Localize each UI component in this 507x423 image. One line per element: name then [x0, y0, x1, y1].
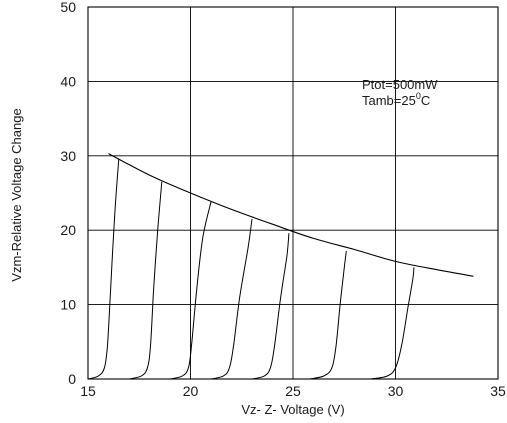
- annotation-tamb-superscript: 0: [416, 91, 421, 101]
- y-tick-label-0: 0: [68, 371, 76, 387]
- x-tick-label-1: 20: [183, 383, 199, 399]
- x-tick-label-2: 25: [285, 383, 301, 399]
- annotation-tamb: Tamb=250C: [362, 91, 430, 108]
- zener-curve-6: [309, 250, 347, 380]
- annotation-tamb-suffix: C: [421, 93, 430, 108]
- y-axis-label: Vzm-Relative Voltage Change: [9, 108, 24, 281]
- plot-frame: [87, 6, 499, 380]
- zener-curve-1: [87, 158, 120, 380]
- y-tick-label-1: 10: [60, 297, 76, 313]
- x-tick-labels: 15 20 25 30 35: [80, 383, 506, 399]
- y-tick-label-4: 40: [60, 73, 76, 89]
- x-tick-label-3: 30: [388, 383, 404, 399]
- y-tick-labels: 0 10 20 30 40 50: [60, 0, 76, 387]
- y-tick-label-2: 20: [60, 222, 76, 238]
- y-tick-label-5: 50: [60, 0, 76, 15]
- y-tick-label-3: 30: [60, 148, 76, 164]
- zener-curve-7: [370, 267, 415, 380]
- zener-curve-3: [169, 201, 212, 380]
- zener-curve-5: [251, 233, 290, 380]
- curves: [87, 153, 474, 380]
- annotation-ptot: Ptot=500mW: [362, 77, 438, 92]
- zener-curve-2: [128, 181, 163, 380]
- x-tick-label-0: 15: [80, 383, 96, 399]
- annotation-tamb-prefix: Tamb=25: [362, 93, 416, 108]
- envelope-curve: [108, 153, 474, 277]
- grid-lines: [88, 7, 498, 379]
- x-tick-label-4: 35: [490, 383, 506, 399]
- x-axis-label: Vz- Z- Voltage (V): [241, 402, 344, 417]
- zener-curve-4: [210, 218, 253, 380]
